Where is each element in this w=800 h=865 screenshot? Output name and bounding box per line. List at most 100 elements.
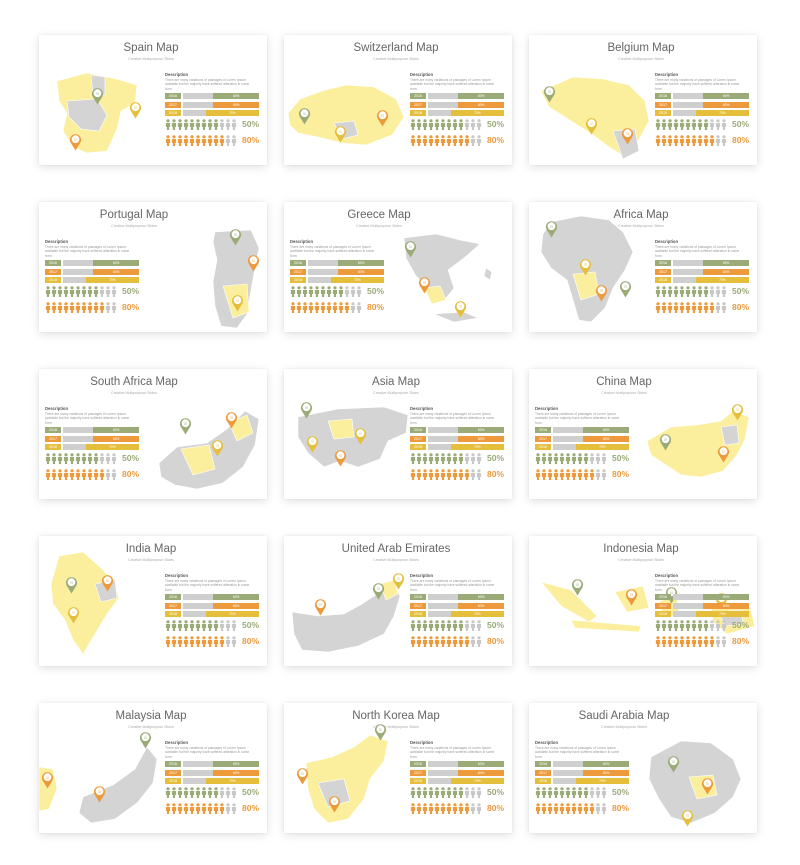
map-marker-icon[interactable]: 01	[69, 133, 82, 151]
person-icon	[45, 453, 51, 465]
person-icon	[51, 286, 57, 298]
year-bar-2018: 2018 70%	[165, 110, 259, 117]
map-marker-icon[interactable]: 01	[296, 767, 309, 785]
map-marker-icon[interactable]: 01	[667, 755, 680, 773]
map-marker-icon[interactable]: 01	[619, 280, 632, 298]
map-marker-icon[interactable]: 01	[595, 284, 608, 302]
slide-card-switzerland[interactable]: Switzerland Map Creative Multipurpose Sl…	[284, 35, 512, 165]
map-marker-icon[interactable]: 01	[659, 433, 672, 451]
year-label: 2016	[45, 260, 61, 267]
map-marker-icon[interactable]: 01	[454, 300, 467, 318]
person-icon	[195, 636, 201, 648]
description-text: There are many variations of passages of…	[655, 579, 740, 592]
person-icon	[213, 119, 219, 131]
person-icon	[679, 286, 685, 298]
year-bar-2016: 2016 60%	[410, 761, 504, 768]
map-marker-icon[interactable]: 01	[571, 578, 584, 596]
bar-track: 70%	[553, 444, 629, 451]
slide-card-india[interactable]: India Map Creative Multipurpose Slides 0…	[39, 536, 267, 666]
map-marker-icon[interactable]: 01	[585, 117, 598, 135]
slide-card-belgium[interactable]: Belgium Map Creative Multipurpose Slides…	[529, 35, 757, 165]
map-marker-icon[interactable]: 01	[93, 785, 106, 803]
slide-card-saudi-arabia[interactable]: Saudi Arabia Map Creative Multipurpose S…	[529, 703, 757, 833]
slide-card-china[interactable]: China Map Creative Multipurpose Slides 0…	[529, 369, 757, 499]
person-icon	[75, 302, 81, 314]
map-marker-icon[interactable]: 01	[418, 276, 431, 294]
person-icon	[667, 135, 673, 147]
slide-card-indonesia[interactable]: Indonesia Map Creative Multipurpose Slid…	[529, 536, 757, 666]
map-marker-icon[interactable]: 01	[231, 294, 244, 312]
map-marker-icon[interactable]: 01	[247, 254, 260, 272]
person-icon	[655, 286, 661, 298]
map-marker-icon[interactable]: 01	[298, 107, 311, 125]
map-marker-icon[interactable]: 01	[41, 771, 54, 789]
bar-track: 60%	[428, 427, 504, 434]
person-icon	[422, 469, 428, 481]
stat-orange: 80%	[486, 636, 504, 647]
map-marker-icon[interactable]: 01	[374, 723, 387, 741]
slide-card-asia[interactable]: Asia Map Creative Multipurpose Slides 01…	[284, 369, 512, 499]
map-marker-icon[interactable]: 01	[300, 401, 313, 419]
orange-people-row: 80%	[410, 803, 504, 815]
person-icon	[302, 302, 308, 314]
person-icon	[565, 453, 571, 465]
map-marker-icon[interactable]: 01	[404, 240, 417, 258]
map-marker-icon[interactable]: 01	[65, 576, 78, 594]
map-marker-icon[interactable]: 01	[229, 228, 242, 246]
map-marker-icon[interactable]: 01	[731, 403, 744, 421]
slide-subtitle: Creative Multipurpose Slides	[356, 224, 402, 228]
slide-card-malaysia[interactable]: Malaysia Map Creative Multipurpose Slide…	[39, 703, 267, 833]
person-icon	[721, 636, 727, 648]
map-marker-icon[interactable]: 01	[543, 85, 556, 103]
year-label: 2016	[410, 594, 426, 601]
map-marker-icon[interactable]: 01	[392, 572, 405, 590]
person-icon	[452, 620, 458, 632]
year-bar-2017: 2017 60%	[45, 268, 139, 275]
description-label: Description	[410, 740, 434, 745]
person-icon	[165, 135, 171, 147]
year-bar-2018: 2018 70%	[165, 778, 259, 785]
map-marker-icon[interactable]: 01	[545, 220, 558, 238]
map-marker-icon[interactable]: 01	[129, 101, 142, 119]
map-marker-icon[interactable]: 01	[376, 109, 389, 127]
map-marker-icon[interactable]: 01	[372, 582, 385, 600]
map-marker-icon[interactable]: 01	[225, 411, 238, 429]
person-icon	[470, 636, 476, 648]
slide-card-south-africa[interactable]: South Africa Map Creative Multipurpose S…	[39, 369, 267, 499]
person-icon	[709, 119, 715, 131]
map-marker-icon[interactable]: 01	[306, 435, 319, 453]
map-marker-icon[interactable]: 01	[91, 87, 104, 105]
map-marker-icon[interactable]: 01	[621, 127, 634, 145]
map-marker-icon[interactable]: 01	[314, 598, 327, 616]
map-marker-icon[interactable]: 01	[179, 417, 192, 435]
map-marker-icon[interactable]: 01	[334, 449, 347, 467]
map-marker-icon[interactable]: 01	[67, 606, 80, 624]
year-bar-2018: 2018 70%	[45, 277, 139, 284]
person-icon	[553, 469, 559, 481]
bar-fill: 70%	[575, 444, 629, 451]
map-marker-icon[interactable]: 01	[681, 809, 694, 827]
map-marker-icon[interactable]: 01	[139, 731, 152, 749]
person-icon	[661, 135, 667, 147]
map-marker-icon[interactable]: 01	[625, 588, 638, 606]
info-panel: Description There are many variations of…	[655, 239, 749, 314]
slide-card-greece[interactable]: Greece Map Creative Multipurpose Slides …	[284, 202, 512, 332]
map-marker-icon[interactable]: 01	[328, 795, 341, 813]
map-marker-icon[interactable]: 01	[717, 445, 730, 463]
person-icon	[165, 803, 171, 815]
slide-card-portugal[interactable]: Portugal Map Creative Multipurpose Slide…	[39, 202, 267, 332]
slide-card-spain[interactable]: Spain Map Creative Multipurpose Slides 0…	[39, 35, 267, 165]
slide-card-united-arab-emirates[interactable]: United Arab Emirates Creative Multipurpo…	[284, 536, 512, 666]
map-marker-icon[interactable]: 01	[665, 586, 678, 604]
map-marker-icon[interactable]: 01	[579, 258, 592, 276]
map-marker-icon[interactable]: 01	[701, 777, 714, 795]
person-icon	[553, 787, 559, 799]
person-icon	[57, 286, 63, 298]
slide-card-africa[interactable]: Africa Map Creative Multipurpose Slides …	[529, 202, 757, 332]
year-label: 2016	[165, 594, 181, 601]
map-marker-icon[interactable]: 01	[334, 125, 347, 143]
map-marker-icon[interactable]: 01	[211, 439, 224, 457]
slide-card-north-korea[interactable]: North Korea Map Creative Multipurpose Sl…	[284, 703, 512, 833]
map-marker-icon[interactable]: 01	[354, 427, 367, 445]
map-marker-icon[interactable]: 01	[101, 574, 114, 592]
